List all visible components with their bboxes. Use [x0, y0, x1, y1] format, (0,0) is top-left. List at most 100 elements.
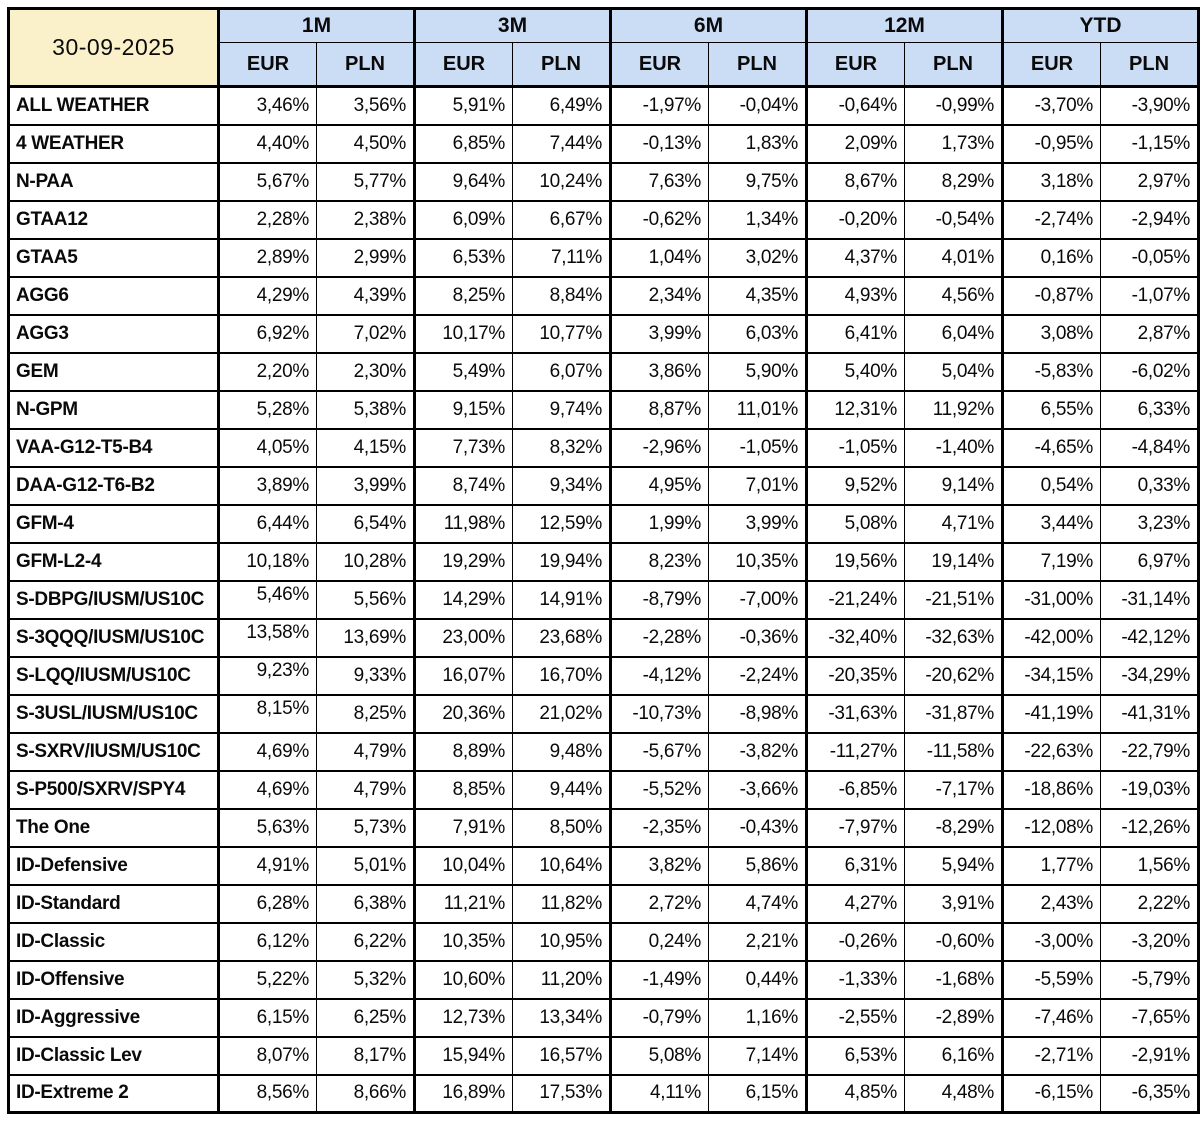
value-cell: 2,72%	[609, 883, 709, 924]
value-cell: 5,08%	[609, 1035, 709, 1076]
value-cell: 6,53%	[805, 1035, 905, 1076]
value-cell: 4,69%	[217, 731, 317, 772]
value-cell: 4,95%	[609, 465, 709, 506]
value-cell: 3,99%	[609, 313, 709, 354]
value-cell: 1,34%	[708, 199, 807, 240]
row-label: ID-Classic	[8, 921, 220, 962]
value-cell: 5,90%	[708, 351, 807, 392]
value-cell: 6,09%	[413, 199, 513, 240]
value-cell: 6,15%	[217, 997, 317, 1038]
value-cell: -10,73%	[609, 693, 709, 734]
value-cell: 7,11%	[512, 237, 611, 278]
value-cell: 11,21%	[413, 883, 513, 924]
value-cell: 7,19%	[1001, 541, 1102, 582]
value-cell: 6,38%	[316, 883, 415, 924]
value-cell: 1,04%	[609, 237, 709, 278]
value-cell: 5,38%	[316, 389, 415, 430]
value-cell: 2,99%	[316, 237, 415, 278]
value-cell: -0,64%	[805, 85, 905, 126]
value-cell: 8,32%	[512, 427, 611, 468]
value-cell: 5,32%	[316, 959, 415, 1000]
value-cell: -32,40%	[805, 617, 905, 658]
period-header-row: 30-09-2025 1M 3M 6M 12M YTD	[8, 8, 1200, 88]
value-cell: -2,96%	[609, 427, 709, 468]
value-cell: 4,79%	[316, 769, 415, 810]
value-cell: 6,12%	[217, 921, 317, 962]
value-cell: -1,40%	[903, 427, 1004, 468]
table-row: GFM-L2-4 10,18% 10,28% 19,29% 19,94% 8,23% 10,…	[8, 541, 1200, 582]
value-cell: -7,00%	[708, 579, 807, 620]
table-row: GFM-4 6,44% 6,54% 11,98% 12,59% 1,99% 3,99% 5,0…	[8, 503, 1200, 544]
value-cell: 8,87%	[609, 389, 709, 430]
value-cell: -32,63%	[903, 617, 1004, 658]
value-cell: 7,63%	[609, 161, 709, 202]
currency-header-eur: EUR	[413, 42, 513, 88]
value-cell: 10,95%	[512, 921, 611, 962]
value-cell: 20,36%	[413, 693, 513, 734]
table-row: N-GPM 5,28% 5,38% 9,15% 9,74% 8,87% 11,01% 12,3…	[8, 389, 1200, 430]
value-cell: 4,79%	[316, 731, 415, 772]
table-row: S-3QQQ/IUSM/US10C 13,58% 13,69% 23,00% 23,68…	[8, 617, 1200, 658]
value-cell: -31,63%	[805, 693, 905, 734]
value-cell: -5,52%	[609, 769, 709, 810]
value-cell: -7,65%	[1100, 997, 1200, 1038]
table-row: The One 5,63% 5,73% 7,91% 8,50% -2,35% -0,43% -…	[8, 807, 1200, 848]
value-cell: 7,02%	[316, 313, 415, 354]
row-label: ID-Classic Lev	[8, 1035, 220, 1076]
value-cell: 8,89%	[413, 731, 513, 772]
value-cell: -2,89%	[903, 997, 1004, 1038]
row-label: ID-Standard	[8, 883, 220, 924]
value-cell: 7,73%	[413, 427, 513, 468]
value-cell: 5,46%	[217, 579, 317, 620]
value-cell: 6,03%	[708, 313, 807, 354]
value-cell: 5,77%	[316, 161, 415, 202]
row-label: GTAA12	[8, 199, 220, 240]
value-cell: 14,91%	[512, 579, 611, 620]
value-cell: -5,83%	[1001, 351, 1102, 392]
value-cell: -31,87%	[903, 693, 1004, 734]
table-row: ID-Classic Lev 8,07% 8,17% 15,94% 16,57% 5,08…	[8, 1035, 1200, 1076]
value-cell: -6,35%	[1100, 1073, 1200, 1114]
row-label: 4 WEATHER	[8, 123, 220, 164]
value-cell: -2,55%	[805, 997, 905, 1038]
value-cell: 19,29%	[413, 541, 513, 582]
value-cell: 6,15%	[708, 1073, 807, 1114]
value-cell: -0,13%	[609, 123, 709, 164]
currency-header-pln: PLN	[1100, 42, 1200, 88]
value-cell: -34,15%	[1001, 655, 1102, 696]
value-cell: 5,49%	[413, 351, 513, 392]
value-cell: 6,25%	[316, 997, 415, 1038]
value-cell: -7,97%	[805, 807, 905, 848]
value-cell: -22,79%	[1100, 731, 1200, 772]
value-cell: 8,17%	[316, 1035, 415, 1076]
value-cell: 5,04%	[903, 351, 1004, 392]
value-cell: 4,56%	[903, 275, 1004, 316]
value-cell: 13,69%	[316, 617, 415, 658]
value-cell: -0,54%	[903, 199, 1004, 240]
table-row: S-P500/SXRV/SPY4 4,69% 4,79% 8,85% 9,44% -5,5…	[8, 769, 1200, 810]
table-row: DAA-G12-T6-B2 3,89% 3,99% 8,74% 9,34% 4,95% 7,…	[8, 465, 1200, 506]
value-cell: 8,67%	[805, 161, 905, 202]
value-cell: 9,33%	[316, 655, 415, 696]
value-cell: 9,48%	[512, 731, 611, 772]
value-cell: -1,68%	[903, 959, 1004, 1000]
value-cell: 10,28%	[316, 541, 415, 582]
value-cell: -3,82%	[708, 731, 807, 772]
value-cell: 7,14%	[708, 1035, 807, 1076]
value-cell: 5,67%	[217, 161, 317, 202]
value-cell: 10,17%	[413, 313, 513, 354]
value-cell: 6,31%	[805, 845, 905, 886]
value-cell: 11,01%	[708, 389, 807, 430]
value-cell: 3,89%	[217, 465, 317, 506]
value-cell: 3,18%	[1001, 161, 1102, 202]
value-cell: 7,44%	[512, 123, 611, 164]
value-cell: 10,60%	[413, 959, 513, 1000]
value-cell: -0,95%	[1001, 123, 1102, 164]
value-cell: 8,74%	[413, 465, 513, 506]
currency-header-eur: EUR	[609, 42, 709, 88]
row-label: GTAA5	[8, 237, 220, 278]
value-cell: 4,50%	[316, 123, 415, 164]
value-cell: 4,48%	[903, 1073, 1004, 1114]
value-cell: 6,49%	[512, 85, 611, 126]
table-row: ALL WEATHER 3,46% 3,56% 5,91% 6,49% -1,97% -0,…	[8, 85, 1200, 126]
